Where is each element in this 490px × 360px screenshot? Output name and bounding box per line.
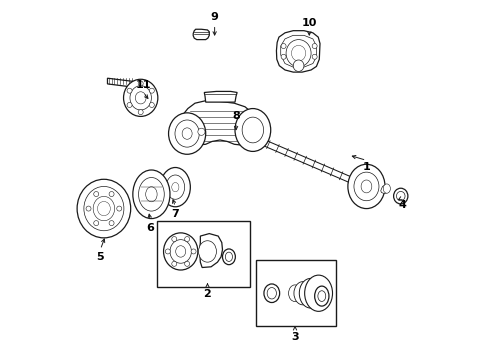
Circle shape	[117, 206, 122, 211]
Ellipse shape	[175, 120, 199, 147]
Text: 11: 11	[135, 80, 151, 90]
Ellipse shape	[130, 86, 151, 110]
Polygon shape	[276, 31, 320, 72]
Ellipse shape	[292, 45, 306, 61]
Polygon shape	[204, 91, 237, 102]
Circle shape	[109, 221, 114, 226]
Text: 5: 5	[97, 252, 104, 262]
Circle shape	[138, 110, 143, 114]
Ellipse shape	[146, 187, 157, 202]
Polygon shape	[199, 234, 222, 267]
Circle shape	[109, 192, 114, 197]
Ellipse shape	[98, 202, 110, 216]
Ellipse shape	[396, 192, 405, 201]
Ellipse shape	[264, 284, 280, 302]
Ellipse shape	[123, 79, 158, 116]
Ellipse shape	[294, 282, 312, 305]
Circle shape	[138, 81, 143, 86]
Circle shape	[94, 192, 98, 197]
Ellipse shape	[267, 288, 276, 299]
Text: 9: 9	[211, 13, 219, 22]
Ellipse shape	[182, 128, 192, 139]
Bar	[256, 260, 336, 326]
Text: 4: 4	[398, 200, 406, 210]
Circle shape	[127, 88, 132, 93]
Ellipse shape	[299, 278, 322, 308]
Polygon shape	[107, 78, 136, 87]
Circle shape	[127, 103, 132, 108]
Ellipse shape	[93, 197, 115, 221]
Circle shape	[198, 128, 205, 135]
Ellipse shape	[139, 177, 164, 211]
Ellipse shape	[361, 180, 372, 193]
Circle shape	[281, 54, 286, 59]
Ellipse shape	[133, 170, 170, 219]
Circle shape	[149, 88, 154, 93]
Ellipse shape	[166, 175, 185, 199]
Text: 8: 8	[232, 111, 240, 121]
Circle shape	[86, 206, 91, 211]
Ellipse shape	[305, 275, 333, 311]
Bar	[157, 221, 250, 287]
Ellipse shape	[77, 179, 131, 238]
Circle shape	[312, 44, 317, 49]
Ellipse shape	[176, 246, 186, 257]
Circle shape	[165, 249, 171, 254]
Circle shape	[149, 103, 154, 108]
Ellipse shape	[235, 109, 270, 152]
Circle shape	[281, 44, 286, 49]
Ellipse shape	[84, 186, 124, 231]
Ellipse shape	[172, 183, 179, 192]
Ellipse shape	[135, 92, 146, 104]
Ellipse shape	[242, 117, 264, 143]
Ellipse shape	[393, 188, 408, 204]
Circle shape	[172, 237, 177, 242]
Ellipse shape	[318, 291, 326, 301]
Circle shape	[191, 249, 196, 254]
Circle shape	[172, 261, 177, 266]
Polygon shape	[193, 29, 209, 40]
Circle shape	[94, 221, 98, 226]
Ellipse shape	[222, 249, 235, 265]
Ellipse shape	[354, 172, 379, 201]
Ellipse shape	[160, 167, 190, 207]
Ellipse shape	[383, 184, 391, 193]
Circle shape	[185, 261, 190, 266]
Polygon shape	[281, 35, 317, 67]
Ellipse shape	[315, 286, 329, 306]
Text: 3: 3	[291, 332, 299, 342]
Text: 2: 2	[204, 289, 211, 299]
Ellipse shape	[169, 113, 206, 154]
Circle shape	[312, 54, 317, 59]
Ellipse shape	[198, 241, 217, 262]
Circle shape	[185, 237, 190, 242]
Ellipse shape	[225, 252, 232, 261]
Ellipse shape	[164, 233, 198, 270]
Polygon shape	[179, 101, 259, 145]
Ellipse shape	[289, 285, 301, 302]
Text: 10: 10	[302, 18, 317, 28]
Text: 6: 6	[147, 223, 154, 233]
Ellipse shape	[170, 240, 192, 263]
Ellipse shape	[293, 60, 304, 71]
Ellipse shape	[348, 164, 385, 208]
Text: 7: 7	[172, 209, 179, 219]
Text: 1: 1	[363, 162, 370, 172]
Polygon shape	[381, 185, 390, 194]
Ellipse shape	[286, 40, 311, 67]
